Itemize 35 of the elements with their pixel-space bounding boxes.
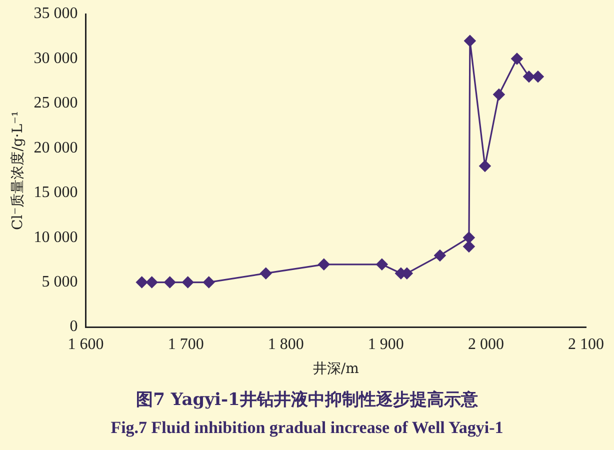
point: [164, 276, 176, 288]
y-tick-label: 30 000: [34, 50, 78, 67]
text: Fig.7 Fluid inhibition gradual increase of Well Yagyi-1: [110, 418, 504, 438]
y-tick-label: 25 000: [34, 94, 78, 112]
y-tick-label: 35 000: [34, 5, 78, 22]
point: [463, 232, 475, 244]
point: [203, 276, 215, 288]
y-tick-label: 20 000: [34, 139, 78, 156]
x-tick-label: 2 100: [568, 336, 604, 353]
point: [376, 258, 388, 270]
y-tick-label: 5 000: [42, 273, 78, 290]
y-tick-label: 10 000: [34, 228, 78, 246]
y-axis-title: Cl⁻质量浓度/g·L⁻¹: [10, 110, 26, 230]
point: [136, 276, 148, 288]
y-tick-label: 0: [70, 318, 78, 336]
x-tick-label: 1 700: [168, 336, 204, 353]
point: [182, 276, 194, 288]
point: [463, 240, 475, 252]
point: [479, 160, 491, 172]
point: [464, 35, 476, 47]
point: [493, 88, 505, 100]
point: [260, 268, 272, 280]
point: [523, 70, 535, 82]
point: [511, 52, 523, 65]
point: [532, 70, 544, 82]
y-tick-label: 15 000: [34, 184, 78, 202]
text: 图7 Yagyi-1井钻井液中抑制性逐步提高示意: [135, 389, 479, 411]
x-tick-label: 1 600: [68, 336, 104, 353]
x-tick-label: 1 800: [268, 336, 304, 353]
x-tick-label: 2 000: [468, 336, 504, 353]
x-tick-label: 1 900: [368, 336, 404, 353]
x-axis-title: 井深/m: [312, 361, 359, 378]
point: [318, 258, 330, 270]
point: [146, 276, 158, 288]
point: [434, 250, 446, 262]
